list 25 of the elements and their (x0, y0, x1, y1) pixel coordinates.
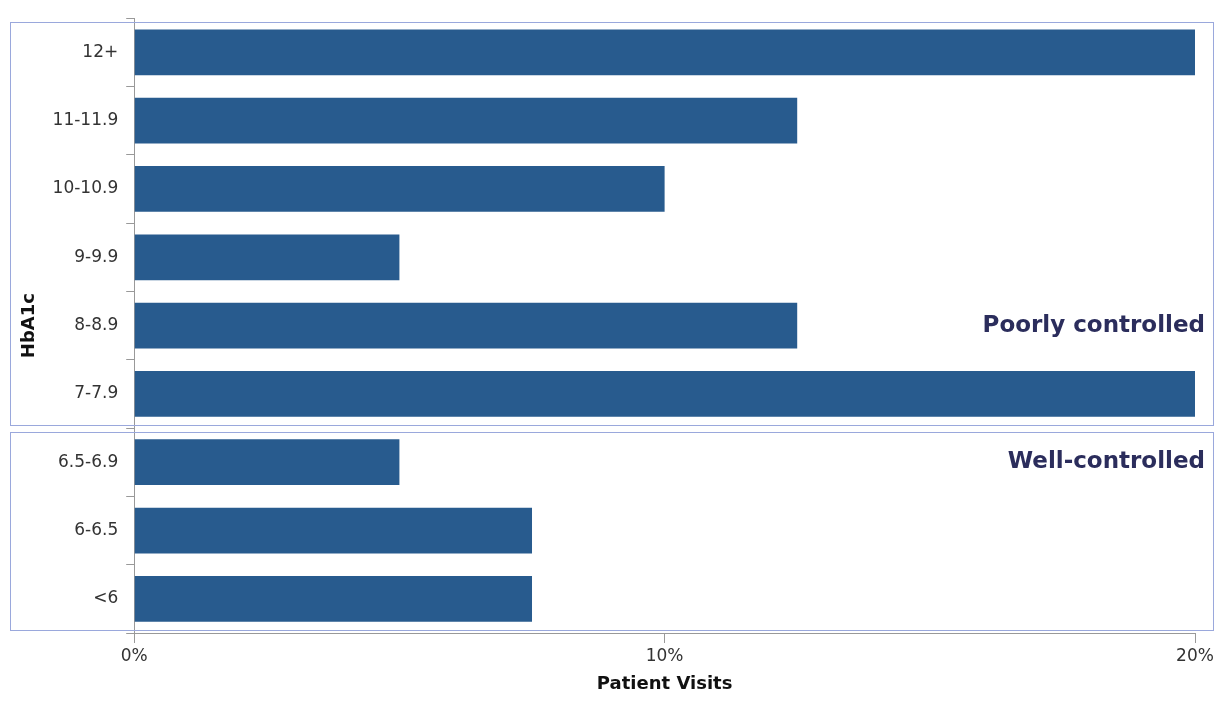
y-tick-label: 6-6.5 (74, 518, 119, 539)
bar (134, 507, 533, 554)
annotation: Poorly controlled (982, 310, 1205, 337)
bar (134, 371, 1195, 417)
y-tick-label: 12+ (82, 40, 119, 61)
bar (134, 97, 798, 144)
y-tick-label: 10-10.9 (52, 177, 119, 198)
bar (134, 439, 400, 486)
bar (134, 302, 798, 349)
x-tick-label: 10% (645, 644, 684, 665)
annotation: Well-controlled (1007, 447, 1205, 474)
y-tick-label: 11-11.9 (52, 109, 119, 130)
bar (134, 29, 1195, 76)
x-tick-label: 20% (1176, 644, 1214, 665)
bar (134, 166, 665, 212)
y-tick-label: 6.5-6.9 (58, 450, 119, 471)
y-tick-label: <6 (93, 587, 119, 608)
y-tick-label: 9-9.9 (74, 245, 119, 266)
bar (134, 575, 533, 622)
bar (134, 234, 400, 281)
x-axis-title: Patient Visits (596, 671, 733, 693)
y-tick-label: 8-8.9 (74, 314, 119, 335)
y-tick-label: 7-7.9 (74, 382, 119, 403)
x-tick-label: 0% (120, 644, 148, 665)
y-axis-title: HbA1c (17, 293, 39, 359)
